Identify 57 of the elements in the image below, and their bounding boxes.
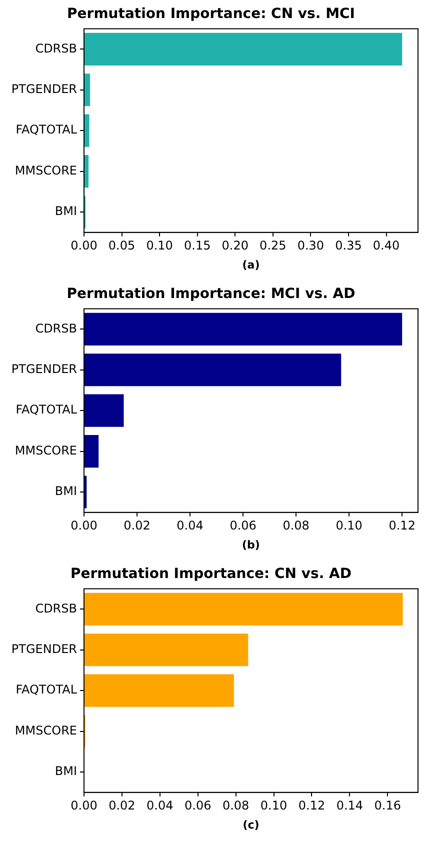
x-tick-label: 0.25 xyxy=(260,238,286,253)
x-axis-title: (c) xyxy=(242,818,260,832)
y-tick-label: PTGENDER xyxy=(11,82,77,96)
x-tick-label: 0.02 xyxy=(108,798,136,813)
y-tick-label: CDRSB xyxy=(35,321,77,336)
x-tick-label: 0.30 xyxy=(297,238,324,253)
x-tick-label: 0.40 xyxy=(372,238,400,253)
bar xyxy=(84,674,234,707)
bar xyxy=(84,32,402,66)
y-tick-label: MMSCORE xyxy=(14,163,77,178)
x-tick-label: 0.35 xyxy=(335,238,362,253)
x-tick-label: 0.08 xyxy=(222,798,250,813)
bar xyxy=(84,312,402,346)
y-tick-label: MMSCORE xyxy=(14,723,77,738)
x-tick-label: 0.16 xyxy=(374,798,401,813)
x-tick-label: 0.14 xyxy=(336,798,364,813)
x-tick-label: 0.00 xyxy=(70,238,98,253)
y-tick-label: BMI xyxy=(54,764,77,778)
bar xyxy=(84,155,89,188)
y-tick-label: CDRSB xyxy=(35,41,77,56)
y-tick-label: PTGENDER xyxy=(11,362,77,376)
y-tick-label: BMI xyxy=(54,484,77,498)
x-tick-label: 0.00 xyxy=(70,518,98,533)
x-axis-title: (a) xyxy=(242,258,260,272)
x-tick-label: 0.04 xyxy=(146,798,174,813)
x-tick-label: 0.10 xyxy=(146,238,173,253)
y-tick-label: FAQTOTAL xyxy=(16,682,78,697)
y-tick-label: FAQTOTAL xyxy=(16,402,78,417)
x-tick-label: 0.02 xyxy=(124,518,150,533)
y-tick-label: PTGENDER xyxy=(11,642,77,656)
x-tick-label: 0.15 xyxy=(184,238,211,253)
bar xyxy=(84,435,99,468)
x-axis-title: (b) xyxy=(242,538,260,552)
bar xyxy=(84,634,248,666)
y-tick-label: MMSCORE xyxy=(14,443,77,458)
x-tick-label: 0.12 xyxy=(388,518,416,533)
y-tick-label: CDRSB xyxy=(35,601,77,616)
bar xyxy=(84,592,403,626)
x-tick-label: 0.08 xyxy=(282,518,310,533)
bar xyxy=(84,394,124,427)
x-tick-label: 0.00 xyxy=(70,798,98,813)
x-tick-label: 0.20 xyxy=(222,238,248,253)
x-tick-label: 0.05 xyxy=(108,238,136,253)
bar xyxy=(84,74,90,106)
chart-title: Permutation Importance: CN vs. AD xyxy=(70,566,352,582)
bar xyxy=(84,354,342,386)
x-tick-label: 0.12 xyxy=(298,798,326,813)
bar xyxy=(84,114,90,147)
x-tick-label: 0.10 xyxy=(260,798,288,813)
x-tick-label: 0.06 xyxy=(230,518,256,533)
x-tick-label: 0.10 xyxy=(336,518,362,533)
y-tick-label: BMI xyxy=(54,204,77,218)
chart-title: Permutation Importance: MCI vs. AD xyxy=(66,286,356,302)
y-tick-label: FAQTOTAL xyxy=(16,122,78,137)
x-tick-label: 0.04 xyxy=(176,518,204,533)
chart-title: Permutation Importance: CN vs. MCI xyxy=(67,6,355,22)
x-tick-label: 0.06 xyxy=(184,798,212,813)
